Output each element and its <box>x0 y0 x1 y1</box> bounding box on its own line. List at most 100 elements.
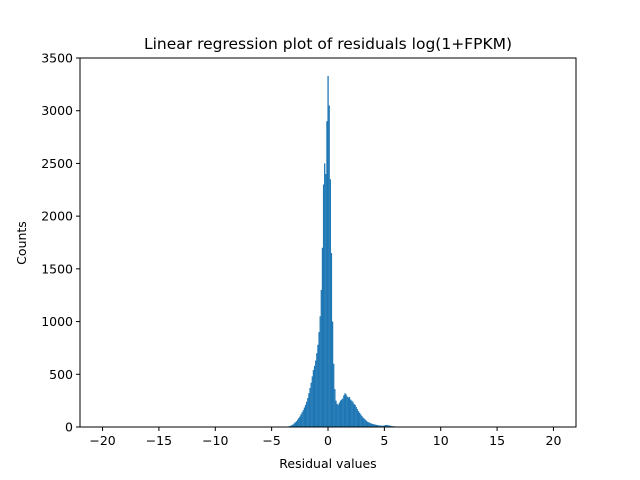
histogram-bar <box>351 400 353 427</box>
histogram-bar <box>315 360 317 427</box>
x-tick-label: 10 <box>433 433 449 448</box>
y-tick-label: 3500 <box>41 51 73 66</box>
histogram-bar <box>387 425 389 427</box>
histogram-bar <box>330 253 333 427</box>
x-tick-label: 0 <box>324 433 332 448</box>
histogram-bar <box>336 403 338 427</box>
histogram-bar <box>346 396 348 427</box>
histogram-bar <box>355 406 357 427</box>
histogram-bar <box>294 422 297 427</box>
histogram-bar <box>362 417 364 427</box>
x-axis-label: Residual values <box>279 456 376 471</box>
histogram-bar <box>377 425 379 427</box>
histogram-bar <box>365 420 368 427</box>
histogram-bar <box>389 425 391 427</box>
histogram-bar <box>320 289 322 427</box>
histogram-bar <box>388 425 390 427</box>
histogram-bar <box>347 397 350 427</box>
x-tick-label: 15 <box>489 433 505 448</box>
histogram-bar <box>381 425 383 427</box>
histogram-bar <box>382 425 384 427</box>
histogram-bar <box>343 395 345 427</box>
histogram-bar <box>337 404 339 427</box>
histogram-bar <box>301 412 303 427</box>
histogram-bar <box>334 389 336 427</box>
histogram-bar <box>293 423 295 427</box>
y-tick-label: 500 <box>49 367 73 382</box>
histogram-bar <box>325 173 327 427</box>
histogram-bar <box>373 424 375 427</box>
histogram-bar <box>297 419 299 427</box>
y-tick-label: 2000 <box>41 209 73 224</box>
histogram-bar <box>386 424 388 427</box>
histogram-bar <box>344 393 346 427</box>
histogram-bar <box>326 121 328 427</box>
histogram-bar <box>378 425 380 427</box>
histogram-bar <box>329 179 331 427</box>
histogram-bar <box>321 247 324 427</box>
histogram-bar <box>345 394 347 427</box>
histogram-bar <box>354 404 356 427</box>
y-axis-ticks: 0 500 1000 1500 2000 2500 3000 3500 <box>41 51 80 435</box>
x-tick-label: 20 <box>546 433 562 448</box>
histogram-bar <box>349 399 352 427</box>
histogram-bar <box>352 401 354 427</box>
histogram-bar <box>324 163 326 427</box>
histogram-bars <box>286 75 414 428</box>
histogram-bar <box>371 423 373 427</box>
histogram-bar <box>379 425 381 427</box>
y-tick-label: 0 <box>65 420 73 435</box>
histogram-bar <box>327 75 329 428</box>
histogram-bar <box>298 418 300 427</box>
histogram-bar <box>380 425 382 427</box>
x-axis-ticks: −20 −15 −10 −5 0 5 10 15 20 <box>89 427 561 448</box>
x-tick-label: −10 <box>202 433 228 448</box>
histogram-bar <box>291 425 293 427</box>
histogram-bar <box>359 412 361 427</box>
histogram-bar <box>319 316 321 427</box>
y-tick-label: 2500 <box>41 156 73 171</box>
y-axis-label: Counts <box>14 221 29 265</box>
histogram-bar <box>375 424 378 427</box>
histogram-bar <box>333 363 335 427</box>
histogram-bar <box>295 421 298 427</box>
histogram-bar <box>342 398 344 427</box>
histogram-bar <box>364 419 366 427</box>
histogram-bar <box>369 422 371 427</box>
histogram-bar <box>302 410 304 427</box>
histogram-bar <box>366 421 369 427</box>
histogram-bar <box>363 418 365 427</box>
histogram-bar <box>338 402 340 427</box>
histogram-bar <box>370 423 372 427</box>
histogram-bar <box>308 393 310 427</box>
histogram-bar <box>313 365 316 427</box>
histogram-bar <box>300 414 302 427</box>
histogram-bar <box>340 399 343 427</box>
histogram-bar <box>390 425 392 427</box>
histogram-bar <box>310 382 312 427</box>
histogram-bar <box>312 370 315 427</box>
histogram-bar <box>383 425 386 427</box>
histogram-bar <box>317 344 319 427</box>
histogram-bar <box>299 416 301 427</box>
histogram-bar <box>311 376 313 427</box>
chart-title: Linear regression plot of residuals log(… <box>144 35 512 53</box>
x-tick-label: −5 <box>262 433 280 448</box>
histogram-bar <box>368 422 370 427</box>
histogram-bar <box>356 409 359 427</box>
histogram-bar <box>331 321 334 427</box>
x-tick-label: −15 <box>146 433 172 448</box>
histogram-bar <box>360 414 362 427</box>
histogram-bar <box>316 353 318 427</box>
histogram-bar <box>303 407 306 427</box>
x-tick-label: −20 <box>89 433 115 448</box>
histogram-bar <box>384 425 387 427</box>
histogram-bar <box>306 401 308 427</box>
histogram-bar <box>335 400 337 427</box>
histogram-bar <box>309 387 311 427</box>
histogram-bar <box>357 411 360 427</box>
histogram-bar <box>361 415 363 427</box>
histogram-bar <box>304 404 307 427</box>
y-tick-label: 3000 <box>41 103 73 118</box>
